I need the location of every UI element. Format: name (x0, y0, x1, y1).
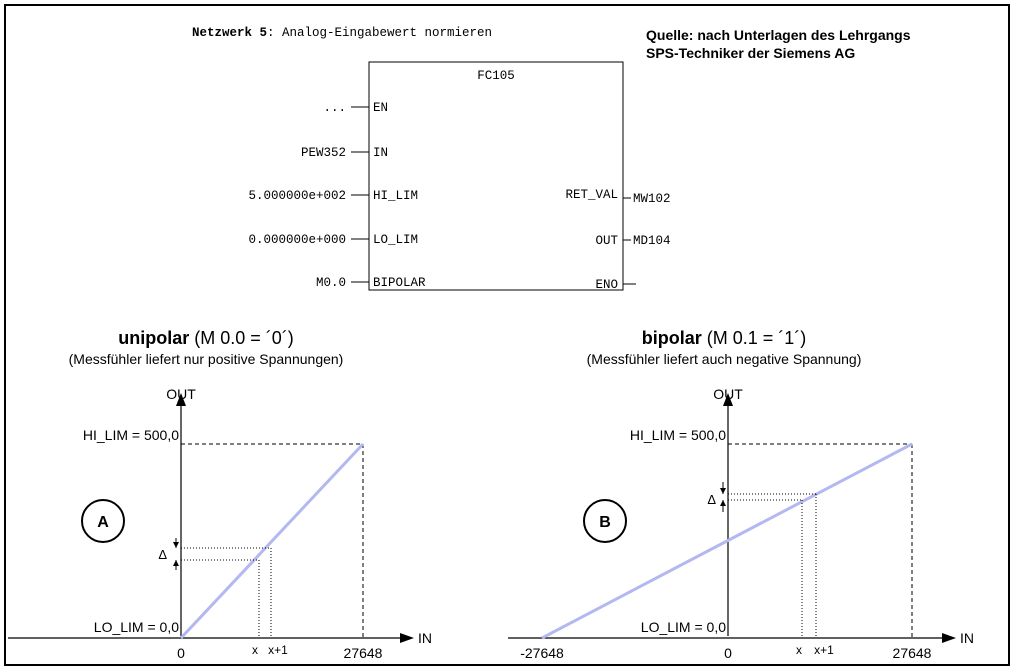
diagram-bipolar: bipolar (M 0.1 = ´1´) (Messfühler liefer… (508, 328, 974, 661)
output-value-ret-val: MW102 (633, 192, 671, 206)
input-pin-in: PEW352 IN (301, 146, 388, 160)
unipolar-hi-lim-label: HI_LIM = 500,0 (83, 427, 179, 443)
input-param-hi-lim: HI_LIM (373, 189, 418, 203)
bipolar-title: bipolar (M 0.1 = ´1´) (642, 328, 807, 348)
network-title: Netzwerk 5: Analog-Eingabewert normieren (192, 26, 492, 40)
unipolar-x-axis-label: IN (418, 630, 432, 646)
unipolar-title-bold: unipolar (118, 328, 189, 348)
bipolar-lo-lim-label: LO_LIM = 0,0 (641, 619, 726, 635)
function-block-box (368, 61, 624, 291)
input-param-bipolar: BIPOLAR (373, 276, 426, 290)
bipolar-y-axis-arrow (723, 393, 733, 406)
input-value-in: PEW352 (301, 146, 346, 160)
unipolar-x-axis-arrow (400, 633, 414, 643)
output-param-ret-val: RET_VAL (565, 188, 618, 202)
unipolar-lo-lim-label: LO_LIM = 0,0 (94, 619, 179, 635)
bipolar-delta-label: Δ (707, 492, 716, 507)
bipolar-y-axis-label: OUT (713, 386, 743, 402)
unipolar-y-axis-arrow (176, 393, 186, 406)
bipolar-delta-arrowhead-top (720, 488, 726, 494)
bipolar-mark-x: x (796, 643, 802, 657)
bipolar-delta-arrowhead-bottom (720, 500, 726, 506)
output-param-out: OUT (595, 234, 618, 248)
block-name: FC105 (477, 69, 515, 83)
fc105-block-diagram: FC105 ... EN PEW352 IN 5.000000e+002 HI_… (248, 61, 671, 292)
bipolar-characteristic-line (541, 442, 913, 640)
input-param-in: IN (373, 146, 388, 160)
output-param-eno: ENO (595, 278, 618, 292)
input-value-lo-lim: 0.000000e+000 (248, 233, 346, 247)
output-value-out: MD104 (633, 234, 671, 248)
input-param-en: EN (373, 101, 388, 115)
marker-b-circle (583, 499, 627, 543)
unipolar-mark-x1: x+1 (268, 643, 288, 657)
source-note-line-2: SPS-Techniker der Siemens AG (646, 45, 856, 61)
unipolar-delta-arrowhead-bottom (173, 560, 179, 566)
input-pin-en: ... EN (323, 101, 388, 115)
bipolar-hi-lim-label: HI_LIM = 500,0 (630, 427, 726, 443)
output-pin-eno: ENO (595, 278, 636, 292)
input-pin-hi-lim: 5.000000e+002 HI_LIM (248, 189, 418, 203)
bipolar-subtitle: (Messfühler liefert auch negative Spannu… (587, 351, 862, 367)
unipolar-title: unipolar (M 0.0 = ´0´) (118, 328, 294, 348)
bipolar-title-rest: (M 0.1 = ´1´) (702, 328, 807, 348)
bipolar-x-axis-label: IN (960, 630, 974, 646)
unipolar-y-axis-label: OUT (166, 386, 196, 402)
figure-frame: Netzwerk 5: Analog-Eingabewert normieren… (4, 4, 1010, 666)
source-note: Quelle: nach Unterlagen des Lehrgangs SP… (646, 26, 911, 62)
input-param-lo-lim: LO_LIM (373, 233, 418, 247)
unipolar-characteristic-line (179, 442, 365, 640)
bipolar-tick-max: 27648 (893, 645, 932, 661)
diagram-unipolar: unipolar (M 0.0 = ´0´) (Messfühler liefe… (8, 328, 432, 661)
input-pin-bipolar: M0.0 BIPOLAR (316, 276, 426, 290)
input-value-hi-lim: 5.000000e+002 (248, 189, 346, 203)
marker-a-circle (81, 499, 125, 543)
unipolar-mark-x: x (252, 643, 258, 657)
output-pin-ret-val: RET_VAL MW102 (565, 188, 670, 206)
input-pin-lo-lim: 0.000000e+000 LO_LIM (248, 233, 418, 247)
marker-b-label: B (599, 514, 611, 531)
output-pin-out: OUT MD104 (595, 234, 670, 248)
network-number: Netzwerk 5 (192, 26, 268, 40)
unipolar-title-rest: (M 0.0 = ´0´) (189, 328, 294, 348)
unipolar-delta-arrowhead-top (173, 542, 179, 548)
source-note-line-1: Quelle: nach Unterlagen des Lehrgangs (646, 27, 911, 43)
network-description: : Analog-Eingabewert normieren (267, 26, 493, 40)
bipolar-title-bold: bipolar (642, 328, 702, 348)
input-value-en: ... (323, 101, 346, 115)
unipolar-delta-label: Δ (158, 547, 167, 562)
unipolar-subtitle: (Messfühler liefert nur positive Spannun… (69, 351, 344, 367)
bipolar-x-axis-arrow (942, 633, 956, 643)
input-value-bipolar: M0.0 (316, 276, 346, 290)
marker-a-label: A (97, 514, 109, 531)
bipolar-tick-0: 0 (724, 645, 732, 661)
unipolar-tick-0: 0 (177, 645, 185, 661)
bipolar-mark-x1: x+1 (814, 643, 834, 657)
unipolar-tick-max: 27648 (344, 645, 383, 661)
bipolar-tick-min: -27648 (520, 645, 564, 661)
